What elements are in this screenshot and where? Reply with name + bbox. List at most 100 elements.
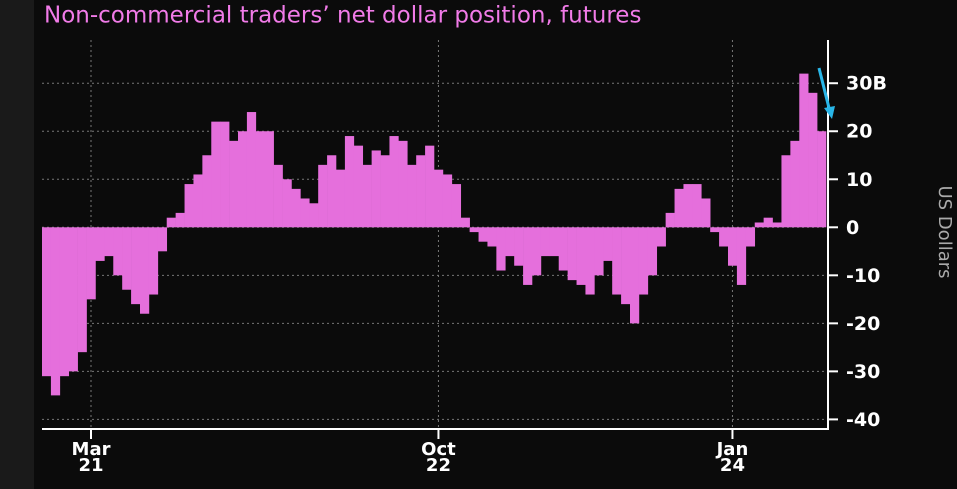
- bar: [238, 131, 248, 228]
- bar: [549, 227, 560, 257]
- bar: [50, 227, 61, 396]
- y-tick-label: 30B: [846, 73, 887, 95]
- bar: [380, 155, 390, 228]
- bar: [817, 131, 827, 228]
- bar: [505, 227, 515, 257]
- y-ticks: -40 -30 -20 -10 0 10 20 30B: [90, 73, 887, 439]
- bar: [193, 174, 203, 228]
- bar: [371, 150, 381, 228]
- bar: [790, 140, 800, 228]
- x-tick-label: Oct 22: [421, 439, 456, 476]
- bar: [166, 217, 176, 228]
- bar: [336, 169, 346, 228]
- bar: [291, 188, 301, 228]
- bar: [638, 227, 649, 295]
- bar: [799, 73, 809, 228]
- bar: [594, 227, 604, 276]
- bars: [42, 73, 827, 396]
- bar: [202, 155, 212, 228]
- bar: [344, 136, 355, 228]
- bar: [656, 227, 666, 247]
- bar: [353, 145, 364, 228]
- bar: [327, 155, 337, 228]
- bar: [140, 227, 150, 314]
- bar: [728, 227, 738, 266]
- y-tick-label: 20: [846, 121, 872, 143]
- bar: [442, 174, 453, 228]
- bar: [398, 140, 408, 228]
- bar: [264, 131, 274, 228]
- bar: [540, 227, 551, 257]
- bar: [104, 227, 114, 257]
- bar: [674, 188, 684, 228]
- bar: [683, 184, 693, 228]
- bar: [309, 203, 319, 228]
- bar: [612, 227, 622, 295]
- y-tick-label: -10: [846, 265, 880, 287]
- bar: [754, 222, 764, 228]
- bar: [460, 217, 470, 228]
- bar: [389, 136, 399, 228]
- bar: [184, 184, 194, 228]
- bar: [77, 227, 87, 353]
- bar: [630, 227, 640, 324]
- bar: [558, 227, 568, 271]
- bar: [131, 227, 141, 305]
- bar: [701, 198, 711, 228]
- bar: [647, 227, 658, 276]
- y-axis-label: US Dollars: [934, 185, 955, 278]
- bar: [122, 227, 132, 290]
- x-tick-label: Jan 24: [716, 439, 749, 476]
- bar: [407, 164, 417, 228]
- bar: [665, 212, 675, 228]
- bar: [532, 227, 542, 276]
- bar: [175, 212, 185, 228]
- bar: [255, 131, 266, 228]
- bar: [772, 222, 782, 228]
- bar: [487, 227, 497, 247]
- bar: [763, 217, 773, 228]
- bar: [603, 227, 613, 261]
- x-tick-label: Mar 21: [71, 439, 111, 476]
- bar: [425, 145, 435, 228]
- bar: [220, 121, 230, 228]
- bar: [451, 184, 462, 228]
- bar: [86, 227, 96, 300]
- y-tick-label: -20: [846, 313, 880, 335]
- y-tick-label: 10: [846, 169, 872, 191]
- y-tick-label: -40: [846, 409, 880, 431]
- bar: [42, 227, 52, 377]
- bar: [68, 227, 78, 372]
- bar: [300, 198, 310, 228]
- chart-title: Non-commercial traders’ net dollar posit…: [44, 3, 641, 29]
- bar: [434, 169, 444, 228]
- bar: [621, 227, 631, 305]
- bar: [745, 227, 756, 247]
- bar: [95, 227, 105, 261]
- annotation-arrow: [817, 67, 832, 113]
- bar: [273, 164, 283, 228]
- bar: [523, 227, 533, 285]
- annotation-arrow-head: [824, 106, 835, 119]
- bar: [229, 140, 239, 228]
- bar: [496, 227, 506, 271]
- bar: [157, 227, 168, 252]
- bar: [478, 227, 488, 242]
- bar: [148, 227, 159, 295]
- bar: [113, 227, 123, 276]
- bar: [416, 155, 426, 228]
- bar: [576, 227, 586, 285]
- bar: [567, 227, 577, 281]
- y-tick-label: -30: [846, 361, 880, 383]
- bar: [282, 179, 292, 228]
- bar: [211, 121, 221, 228]
- bar: [318, 164, 328, 228]
- bar: [710, 227, 720, 233]
- bar: [59, 227, 70, 377]
- side-strip: [0, 0, 34, 489]
- bar: [808, 92, 818, 228]
- bar: [246, 112, 257, 228]
- y-tick-label: 0: [846, 217, 859, 239]
- bar: [514, 227, 524, 266]
